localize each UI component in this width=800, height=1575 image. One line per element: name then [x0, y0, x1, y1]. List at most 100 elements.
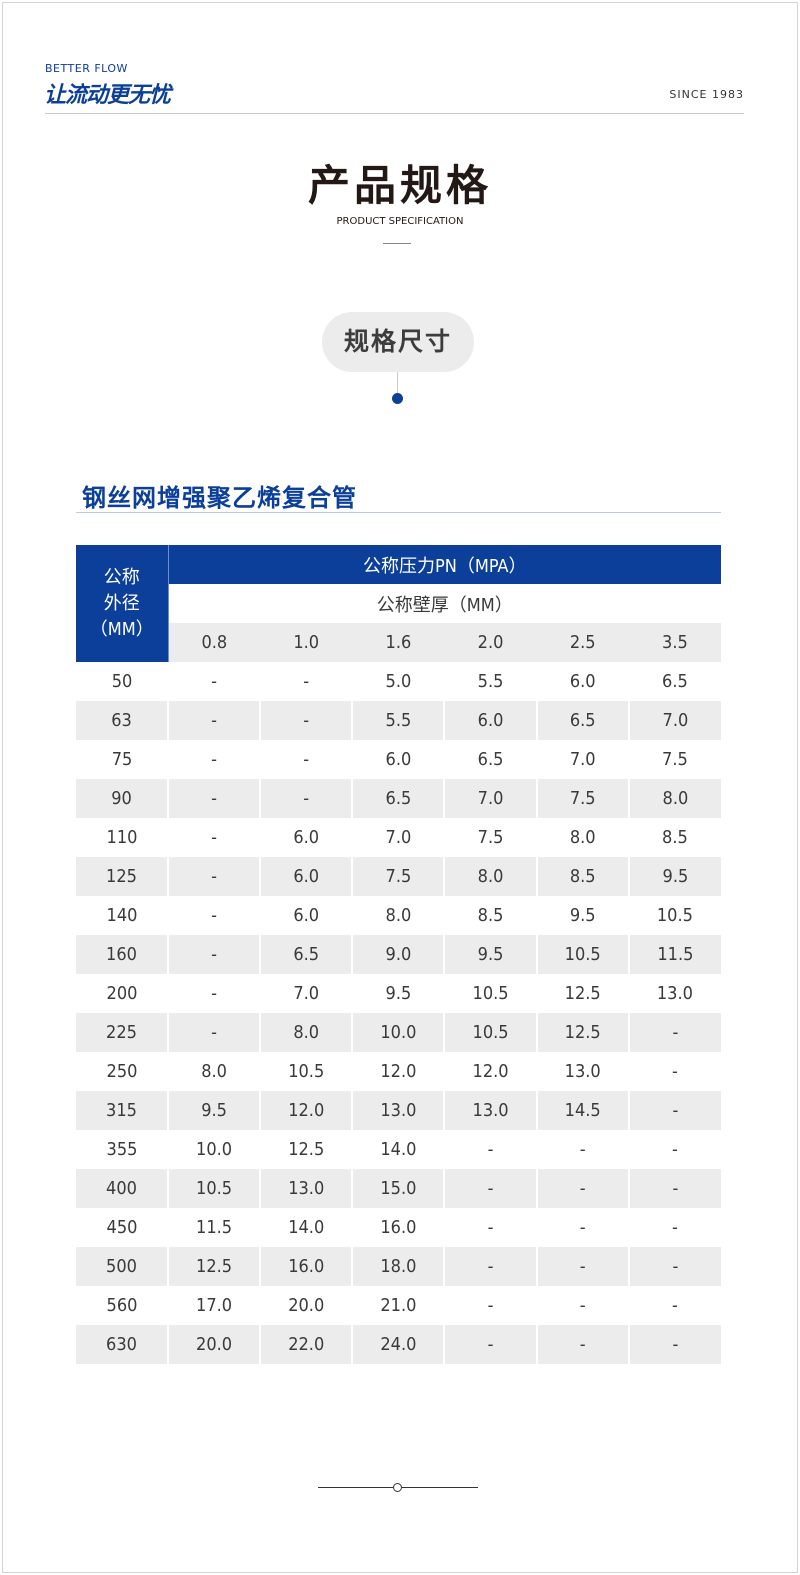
thickness-cell: -: [260, 701, 354, 740]
thickness-cell: -: [211, 827, 217, 848]
thickness-cell: 8.5: [536, 857, 630, 896]
thickness-cell: 13.0: [352, 1091, 446, 1130]
pressure-value: 2.5: [536, 623, 629, 662]
table-row: 500 12.5 16.0 18.0- - -: [76, 1247, 721, 1286]
table-row: 90- -6.5 7.0 7.5 8.0: [76, 779, 721, 818]
thickness-cell: -: [168, 701, 262, 740]
header-divider: [45, 113, 744, 114]
thickness-cell: -: [211, 671, 217, 692]
corner-line: （MM）: [89, 618, 154, 640]
thickness-cell: 20.0: [168, 1325, 262, 1364]
table-row: 50 - - 5.0 5.5 6.0 6.5: [76, 662, 721, 701]
thickness-cell: 7.5: [536, 779, 630, 818]
thickness-cell: 8.0: [444, 857, 538, 896]
thickness-cell: -: [671, 1139, 678, 1160]
thickness-cell: -: [211, 983, 217, 1004]
thickness-cell: -: [444, 1325, 538, 1364]
table-row: 630 20.0 22.0 24.0- - -: [76, 1325, 721, 1364]
thickness-cell: 21.0: [380, 1295, 417, 1316]
wall-thickness-header: 公称壁厚（MM）: [168, 584, 721, 623]
thickness-cell: 20.0: [288, 1295, 325, 1316]
thickness-cell: 10.5: [444, 1013, 538, 1052]
diameter-cell: 63: [76, 701, 169, 740]
footer-ornament-left: [318, 1487, 393, 1488]
thickness-cell: 8.0: [569, 827, 596, 848]
thickness-cell: 8.0: [628, 779, 721, 818]
section-pill: 规格尺寸: [322, 312, 474, 372]
thickness-cell: -: [536, 1325, 630, 1364]
thickness-cell: 10.0: [352, 1013, 446, 1052]
thickness-cell: 8.5: [477, 905, 504, 926]
diameter-cell: 400: [76, 1169, 169, 1208]
pressure-value: 2.0: [444, 623, 537, 662]
thickness-cell: 7.5: [352, 857, 446, 896]
thickness-cell: -: [168, 857, 262, 896]
pressure-value: 1.6: [352, 623, 445, 662]
thickness-cell: -: [303, 749, 310, 770]
thickness-cell: 7.0: [444, 779, 538, 818]
thickness-cell: -: [487, 1217, 494, 1238]
thickness-cell: 24.0: [352, 1325, 446, 1364]
diameter-cell: 630: [76, 1325, 169, 1364]
spec-table: 公称 外径 （MM） 公称压力PN（MPA） 公称壁厚（MM） 0.8 1.0 1.…: [76, 545, 721, 1364]
thickness-cell: 14.5: [536, 1091, 630, 1130]
thickness-cell: -: [628, 1247, 721, 1286]
thickness-cell: 5.5: [352, 701, 446, 740]
thickness-cell: 14.0: [380, 1139, 417, 1160]
thickness-cell: 5.0: [385, 671, 412, 692]
thickness-cell: 9.5: [444, 935, 538, 974]
thickness-cell: -: [211, 905, 217, 926]
thickness-cell: 6.0: [569, 671, 596, 692]
thickness-cell: 12.0: [260, 1091, 354, 1130]
table-row: 560 17.0 20.0 21.0 - - -: [76, 1286, 721, 1325]
table-row: 160-6.5 9.0 9.5 10.5 11.5: [76, 935, 721, 974]
diameter-cell: 125: [76, 857, 169, 896]
thickness-cell: 11.5: [628, 935, 721, 974]
thickness-cell: -: [579, 1217, 586, 1238]
pill-connector: [397, 372, 398, 394]
thickness-cell: -: [303, 671, 310, 692]
thickness-cell: 6.5: [662, 671, 688, 692]
thickness-cell: 14.0: [288, 1217, 325, 1238]
diameter-cell: 200: [106, 983, 138, 1004]
table-row: 140 - 6.0 8.0 8.5 9.5 10.5: [76, 896, 721, 935]
thickness-cell: -: [579, 1295, 586, 1316]
thickness-cell: 8.0: [385, 905, 412, 926]
brand-slogan-logo: 让流动更无忧: [44, 83, 171, 108]
thickness-cell: 6.0: [444, 701, 538, 740]
thickness-cell: 9.0: [352, 935, 446, 974]
thickness-cell: 10.0: [196, 1139, 233, 1160]
thickness-cell: -: [579, 1139, 586, 1160]
thickness-cell: 18.0: [352, 1247, 446, 1286]
pressure-value: 3.5: [628, 623, 721, 662]
table-row: 125-6.0 7.5 8.0 8.5 9.5: [76, 857, 721, 896]
table-row: 355 10.0 12.5 14.0 - - -: [76, 1130, 721, 1169]
corner-line: 外径: [103, 592, 140, 614]
thickness-cell: -: [168, 935, 262, 974]
table-row: 225-8.0 10.0 10.5 12.5-: [76, 1013, 721, 1052]
thickness-cell: -: [168, 779, 262, 818]
thickness-cell: -: [487, 1295, 494, 1316]
diameter-cell: 560: [106, 1295, 138, 1316]
thickness-cell: 10.5: [288, 1061, 325, 1082]
thickness-cell: 7.5: [477, 827, 504, 848]
thickness-cell: 5.5: [477, 671, 504, 692]
thickness-cell: 12.5: [564, 983, 601, 1004]
thickness-cell: 9.5: [168, 1091, 262, 1130]
diameter-cell: 140: [106, 905, 138, 926]
diameter-cell: 450: [106, 1217, 138, 1238]
thickness-cell: -: [168, 1013, 262, 1052]
thickness-cell: 13.0: [656, 983, 693, 1004]
corner-line: 公称: [103, 566, 140, 588]
thickness-cell: 9.5: [569, 905, 596, 926]
thickness-cell: 6.5: [352, 779, 446, 818]
thickness-cell: -: [628, 1169, 721, 1208]
thickness-cell: 10.5: [472, 983, 509, 1004]
diameter-cell: 250: [106, 1061, 138, 1082]
thickness-cell: -: [628, 1091, 721, 1130]
table-row: 75 - - 6.0 6.5 7.0 7.5: [76, 740, 721, 779]
table-row: 315 9.5 12.0 13.0 13.0 14.5-: [76, 1091, 721, 1130]
table-row: 450 11.5 14.0 16.0 - - -: [76, 1208, 721, 1247]
thickness-cell: 7.0: [628, 701, 721, 740]
